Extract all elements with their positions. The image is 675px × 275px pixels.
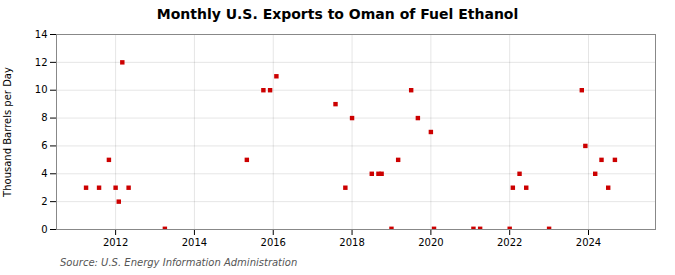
svg-text:6: 6 <box>41 140 47 151</box>
svg-text:2014: 2014 <box>182 237 207 248</box>
html-text:Source: U.S. Energy Informatio: Source: U.S. Energy Information Administ… <box>60 257 298 268</box>
svg-text:2020: 2020 <box>418 237 443 248</box>
svg-text:4: 4 <box>41 168 47 179</box>
svg-text:2022: 2022 <box>497 237 522 248</box>
svg-text:12: 12 <box>35 57 48 68</box>
svg-text:2: 2 <box>41 196 47 207</box>
svg-text:14: 14 <box>35 29 48 40</box>
html-text:Monthly U.S. Exports to Oman o: Monthly U.S. Exports to Oman of Fuel Eth… <box>156 6 519 22</box>
svg-text:2016: 2016 <box>261 237 286 248</box>
svg-text:Thousand Barrels per Day: Thousand Barrels per Day <box>2 67 13 198</box>
svg-text:2012: 2012 <box>103 237 128 248</box>
svg-text:2018: 2018 <box>339 237 364 248</box>
svg-text:10: 10 <box>35 84 48 95</box>
svg-text:8: 8 <box>41 112 47 123</box>
svg-text:0: 0 <box>41 224 47 235</box>
svg-text:2024: 2024 <box>576 237 601 248</box>
